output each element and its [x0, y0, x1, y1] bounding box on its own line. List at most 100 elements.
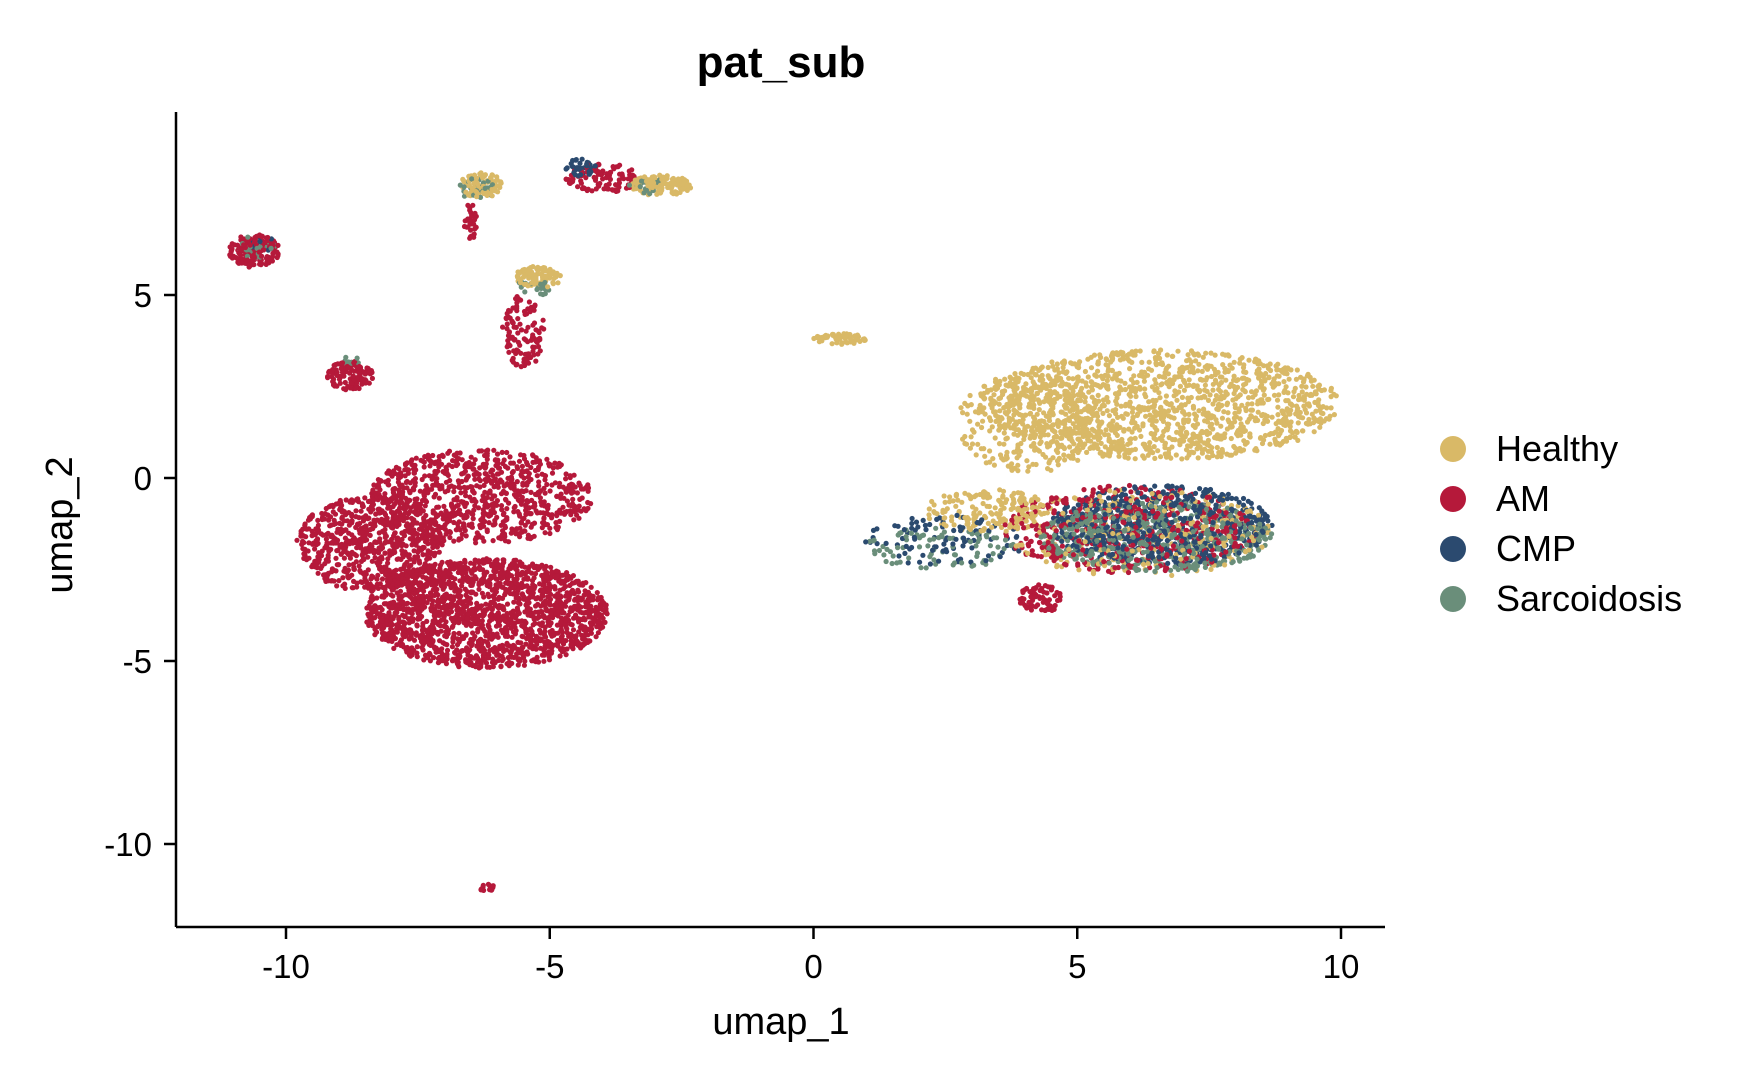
scatter-point: [905, 560, 911, 566]
scatter-point: [511, 492, 518, 498]
scatter-point: [927, 561, 934, 567]
scatter-point: [1152, 377, 1158, 383]
scatter-point: [1066, 375, 1072, 381]
scatter-point: [1241, 362, 1247, 368]
scatter-point: [1173, 452, 1179, 458]
scatter-point: [1155, 448, 1161, 454]
scatter-point: [1140, 423, 1146, 429]
scatter-point: [947, 494, 953, 500]
scatter-point: [356, 515, 362, 521]
scatter-point: [1173, 555, 1179, 561]
scatter-point: [417, 488, 423, 494]
scatter-point: [501, 531, 508, 537]
scatter-point: [971, 429, 977, 435]
scatter-point: [1015, 507, 1021, 513]
scatter-point: [357, 520, 363, 527]
scatter-point: [951, 527, 957, 534]
scatter-point: [1023, 412, 1029, 418]
scatter-point: [541, 515, 547, 521]
scatter-point: [576, 629, 582, 635]
scatter-point: [1208, 350, 1214, 356]
scatter-point: [354, 584, 360, 590]
scatter-point: [926, 512, 932, 518]
scatter-point: [1262, 432, 1268, 439]
scatter-point: [1051, 397, 1057, 403]
scatter-point: [1063, 500, 1069, 506]
scatter-point: [534, 473, 540, 479]
scatter-point: [1209, 445, 1215, 451]
scatter-point: [1281, 379, 1287, 385]
scatter-point: [315, 570, 321, 576]
scatter-point: [1021, 596, 1027, 602]
scatter-point: [996, 441, 1003, 447]
scatter-point: [1310, 383, 1316, 389]
scatter-point: [416, 594, 422, 600]
scatter-point: [1029, 548, 1035, 554]
scatter-point: [362, 380, 368, 386]
scatter-point: [370, 506, 376, 512]
scatter-point: [1118, 403, 1124, 409]
scatter-point: [1261, 392, 1267, 398]
scatter-point: [1207, 486, 1214, 493]
scatter-point: [1166, 408, 1172, 414]
scatter-point: [540, 317, 546, 323]
scatter-point: [372, 632, 378, 638]
scatter-point: [1174, 397, 1180, 403]
scatter-point: [476, 476, 482, 482]
scatter-point: [1100, 402, 1106, 408]
scatter-point: [342, 379, 348, 386]
scatter-point: [909, 520, 915, 527]
scatter-point: [1094, 373, 1100, 379]
scatter-point: [485, 881, 491, 887]
scatter-point: [414, 622, 420, 628]
scatter-point: [1114, 432, 1120, 438]
scatter-point: [1146, 359, 1152, 365]
scatter-point: [1079, 527, 1085, 533]
scatter-point: [536, 479, 542, 485]
scatter-point: [1197, 486, 1203, 492]
scatter-point: [962, 440, 968, 447]
scatter-point: [1000, 488, 1007, 494]
scatter-point: [430, 544, 436, 551]
scatter-point: [1050, 455, 1056, 461]
scatter-point: [356, 563, 362, 569]
scatter-point: [1044, 590, 1050, 596]
scatter-point: [1331, 412, 1337, 418]
scatter-point: [1153, 499, 1160, 505]
scatter-point: [1269, 414, 1275, 420]
scatter-point: [499, 449, 505, 455]
scatter-point: [475, 627, 481, 633]
scatter-point: [1072, 384, 1078, 390]
scatter-point: [1088, 416, 1094, 422]
scatter-point: [931, 502, 937, 508]
scatter-point: [1305, 371, 1311, 377]
scatter-point: [1255, 512, 1262, 519]
scatter-point: [575, 184, 581, 190]
scatter-point: [420, 647, 426, 653]
scatter-point: [1180, 409, 1186, 415]
scatter-point: [1106, 495, 1112, 501]
scatter-point: [441, 503, 447, 509]
scatter-point: [578, 508, 584, 514]
scatter-point: [577, 160, 583, 166]
scatter-point: [1132, 456, 1138, 462]
scatter-point: [525, 324, 531, 330]
scatter-point: [542, 530, 548, 536]
scatter-point: [969, 504, 976, 510]
scatter-point: [419, 606, 425, 612]
scatter-point: [1225, 491, 1231, 497]
scatter-point: [917, 559, 923, 565]
scatter-point: [404, 478, 410, 485]
scatter-point: [1294, 367, 1300, 373]
scatter-point: [960, 543, 966, 549]
scatter-point: [414, 654, 420, 660]
scatter-point: [498, 663, 504, 669]
scatter-point: [1054, 562, 1060, 568]
scatter-point: [1204, 375, 1210, 381]
scatter-point: [933, 525, 939, 531]
scatter-point: [1246, 357, 1252, 363]
scatter-point: [450, 513, 456, 519]
scatter-point: [950, 541, 956, 547]
scatter-point: [375, 572, 381, 578]
scatter-point: [909, 544, 915, 551]
